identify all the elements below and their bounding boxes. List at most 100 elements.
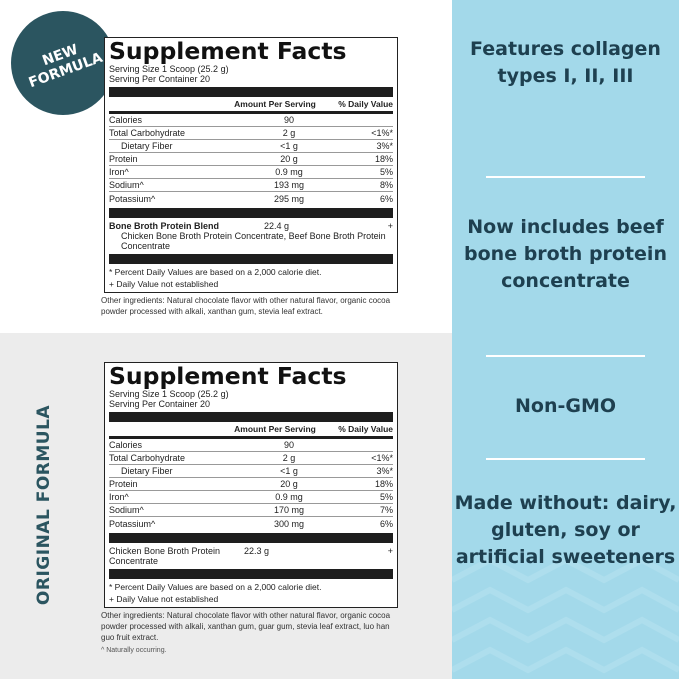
feature-non-gmo: Non-GMO	[514, 395, 617, 417]
new-formula-column: Supplement Facts Serving Size 1 Scoop (2…	[101, 37, 401, 317]
dv-header: % Daily Value	[338, 424, 393, 434]
table-row: Sodium^ 193 mg 8%	[109, 179, 393, 192]
table-header: Amount Per Serving % Daily Value	[109, 99, 393, 114]
new-formula-badge: NEW FORMULA	[11, 11, 115, 115]
nutrient-name: Total Carbohydrate	[109, 128, 186, 138]
serving-size: Serving Size 1 Scoop (25.2 g)	[109, 389, 229, 399]
nutrient-dv: 7%	[379, 505, 393, 515]
table-row: Total Carbohydrate 2 g <1%*	[109, 127, 393, 140]
blend-amount: 22.4 g	[264, 221, 290, 231]
nutrient-name: Potassium^	[109, 193, 156, 204]
new-supplement-facts: Supplement Facts Serving Size 1 Scoop (2…	[104, 37, 398, 293]
nutrient-name: Protein	[109, 154, 138, 164]
facts-title: Supplement Facts	[109, 37, 347, 65]
table-row: Dietary Fiber <1 g 3%*	[109, 140, 393, 153]
blend-name: Bone Broth Protein Blend	[109, 221, 219, 231]
nutrient-name: Sodium^	[109, 180, 144, 190]
nutrient-dv: 18%	[374, 479, 393, 489]
amount-header: Amount Per Serving	[234, 99, 316, 109]
nutrient-amount: 0.9 mg	[275, 167, 303, 177]
table-row: Iron^ 0.9 mg 5%	[109, 491, 393, 504]
nutrient-name: Dietary Fiber	[121, 141, 173, 151]
feature-made-without: Made without: dairy, gluten, soy or arti…	[454, 492, 677, 568]
nutrient-dv: 3%*	[376, 141, 393, 151]
blend-row: Bone Broth Protein Blend 22.4 g +	[109, 221, 393, 231]
nutrient-name: Iron^	[109, 492, 129, 502]
nutrient-dv: <1%*	[371, 128, 393, 138]
feature-collagen: Features collagen types I, II, III	[470, 38, 661, 87]
nutrient-name: Dietary Fiber	[121, 466, 173, 476]
table-row: Potassium^ 295 mg 6%	[109, 192, 393, 205]
table-row: Potassium^ 300 mg 6%	[109, 517, 393, 530]
nutrient-name: Iron^	[109, 167, 129, 177]
nutrient-dv: 5%	[379, 492, 393, 502]
naturally-occurring-note: ^ Naturally occurring.	[101, 647, 167, 654]
footnote-daily-values: * Percent Daily Values are based on a 2,…	[109, 582, 322, 592]
divider	[486, 176, 645, 178]
nutrient-dv: 8%	[379, 180, 393, 190]
divider	[486, 355, 645, 357]
servings-per-container: Serving Per Container 20	[109, 399, 211, 409]
nutrient-name: Sodium^	[109, 505, 144, 515]
footnote-not-established: + Daily Value not established	[109, 594, 219, 604]
nutrient-name: Total Carbohydrate	[109, 453, 186, 463]
nutrient-amount: 90	[283, 115, 294, 125]
footnote-daily-values: * Percent Daily Values are based on a 2,…	[109, 267, 322, 277]
nutrient-amount: 295 mg	[273, 193, 305, 204]
nutrient-name: Calories	[109, 115, 143, 125]
nutrient-amount: 170 mg	[273, 505, 305, 515]
nutrient-name: Calories	[109, 440, 143, 450]
blend-row: Chicken Bone Broth Protein Concentrate 22…	[109, 546, 393, 566]
chevron-pattern	[452, 560, 679, 674]
divider-bar	[109, 87, 393, 97]
amount-header: Amount Per Serving	[234, 424, 316, 434]
dv-header: % Daily Value	[338, 99, 393, 109]
table-row: Calories 90	[109, 114, 393, 127]
table-row: Total Carbohydrate 2 g <1%*	[109, 452, 393, 465]
servings-per-container: Serving Per Container 20	[109, 74, 211, 84]
table-row: Protein 20 g 18%	[109, 478, 393, 491]
blend-name: Chicken Bone Broth Protein Concentrate	[109, 546, 221, 566]
nutrient-dv: 6%	[379, 193, 393, 204]
original-formula-label: ORIGINAL FORMULA	[34, 404, 54, 606]
divider-bar	[109, 208, 393, 218]
footnote-not-established: + Daily Value not established	[109, 279, 219, 289]
nutrient-amount: 193 mg	[273, 180, 305, 190]
nutrient-amount: 20 g	[280, 154, 298, 164]
nutrient-dv: 3%*	[376, 466, 393, 476]
facts-title: Supplement Facts	[109, 362, 347, 390]
nutrient-dv: 5%	[379, 167, 393, 177]
feature-beef: Now includes beef bone broth protein con…	[464, 216, 667, 292]
original-formula-column: Supplement Facts Serving Size 1 Scoop (2…	[101, 362, 401, 655]
nutrient-amount: 20 g	[280, 479, 298, 489]
blend-dv: +	[387, 221, 393, 231]
table-row: Dietary Fiber <1 g 3%*	[109, 465, 393, 478]
nutrient-name: Potassium^	[109, 518, 156, 529]
new-other-ingredients: Other ingredients: Natural chocolate fla…	[101, 296, 391, 316]
blend-amount: 22.3 g	[244, 546, 270, 556]
divider-bar	[109, 533, 393, 543]
divider-bar	[109, 569, 393, 579]
blend-dv: +	[387, 546, 393, 556]
nutrient-amount: 300 mg	[273, 518, 305, 529]
nutrient-dv: 6%	[379, 518, 393, 529]
nutrient-amount: <1 g	[280, 466, 298, 476]
nutrient-dv: 18%	[374, 154, 393, 164]
nutrient-amount: 0.9 mg	[275, 492, 303, 502]
original-supplement-facts: Supplement Facts Serving Size 1 Scoop (2…	[104, 362, 398, 608]
divider	[486, 458, 645, 460]
table-row: Calories 90	[109, 439, 393, 452]
nutrient-amount: 2 g	[282, 453, 296, 463]
nutrient-name: Protein	[109, 479, 138, 489]
nutrient-amount: 90	[283, 440, 294, 450]
nutrient-amount: <1 g	[280, 141, 298, 151]
divider-bar	[109, 412, 393, 422]
divider-bar	[109, 254, 393, 264]
blend-detail: Chicken Bone Broth Protein Concentrate, …	[121, 231, 386, 251]
features-panel: Features collagen types I, II, III Now i…	[452, 0, 679, 679]
nutrient-dv: <1%*	[371, 453, 393, 463]
nutrient-amount: 2 g	[282, 128, 296, 138]
table-row: Sodium^ 170 mg 7%	[109, 504, 393, 517]
table-header: Amount Per Serving % Daily Value	[109, 424, 393, 439]
serving-size: Serving Size 1 Scoop (25.2 g)	[109, 64, 229, 74]
